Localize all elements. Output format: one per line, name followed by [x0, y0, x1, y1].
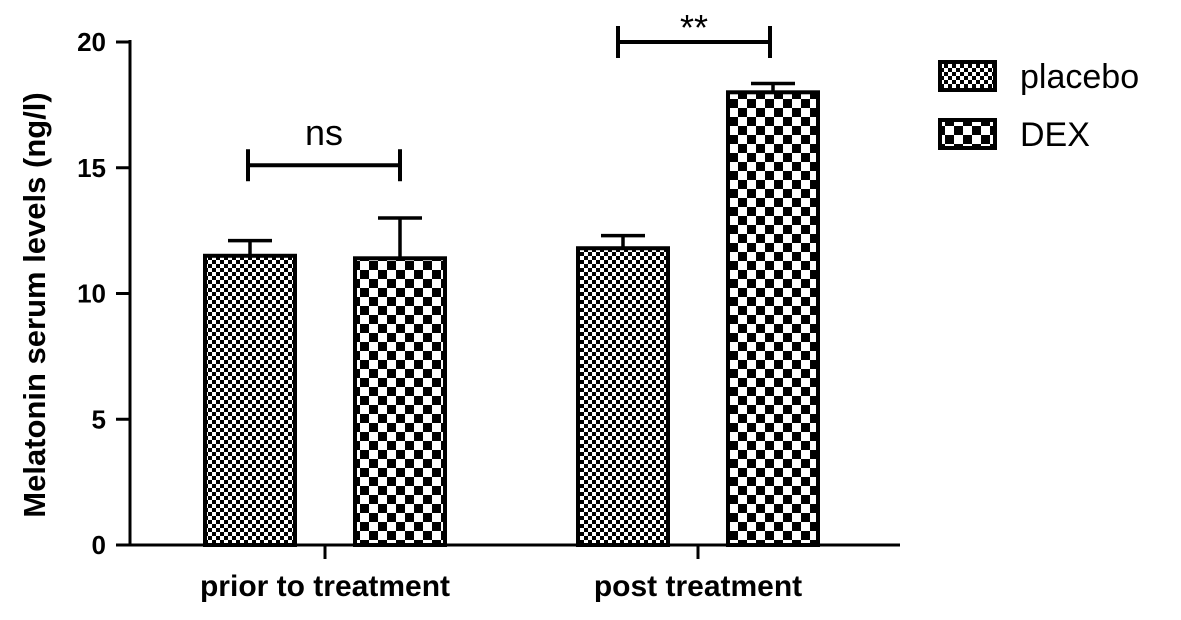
y-axis-title: Melatonin serum levels (ng/l) [17, 92, 52, 517]
legend-swatch-dex [938, 118, 997, 150]
annotations: ns ** [246, 7, 772, 182]
significance-label: ** [680, 7, 708, 48]
legend-label-dex: DEX [1020, 116, 1090, 154]
bars [203, 81, 820, 548]
y-tick-label: 5 [92, 404, 106, 434]
y-tick-label: 20 [77, 27, 106, 57]
x-tick-label: prior to treatment [200, 570, 450, 603]
bar-placebo-1 [203, 253, 297, 547]
bar-dex-2 [726, 90, 820, 548]
y-tick-label: 10 [77, 279, 106, 309]
bar-dex-1 [353, 256, 447, 547]
y-tick-label: 15 [77, 153, 106, 183]
legend-label-placebo: placebo [1020, 58, 1139, 96]
bar-placebo-2 [576, 246, 670, 547]
legend: placebo DEX [938, 58, 1139, 154]
significance-label: ns [305, 112, 343, 153]
legend-swatch-placebo [938, 60, 997, 92]
axes: 0 5 10 15 20 prior to treatment post treatment [77, 27, 900, 603]
y-tick-label: 0 [92, 530, 106, 560]
x-tick-label: post treatment [594, 570, 802, 603]
